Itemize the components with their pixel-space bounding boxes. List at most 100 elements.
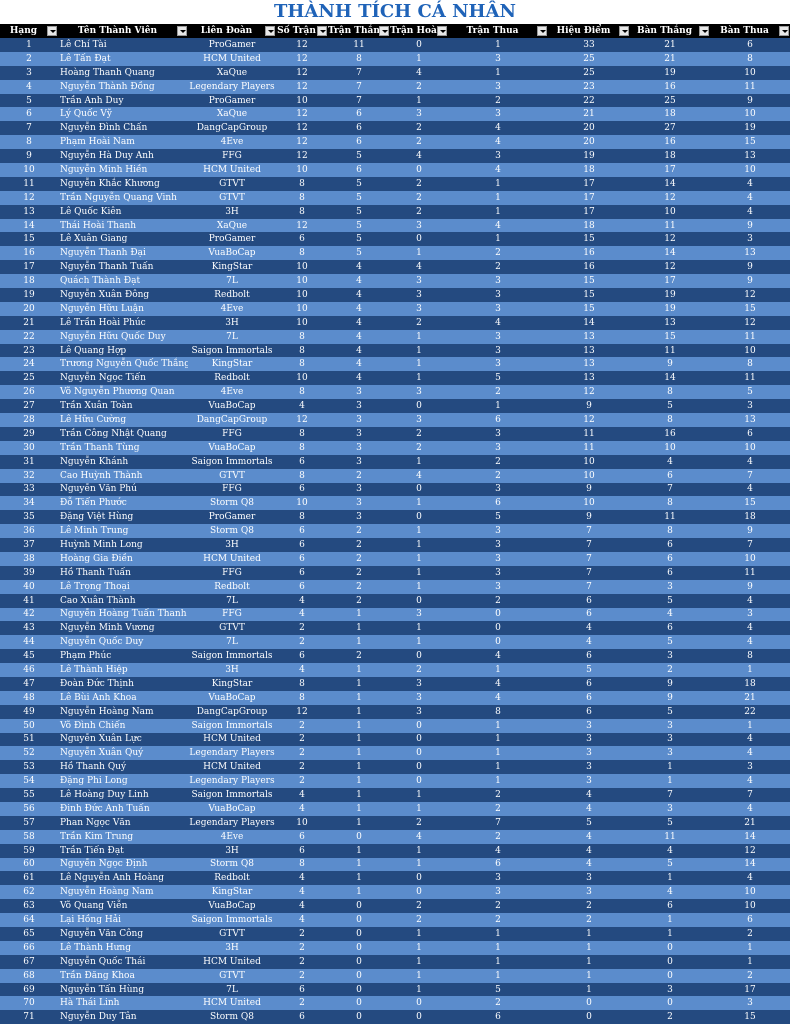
points-cell[interactable]: 4 [548, 788, 630, 802]
matches-cell[interactable]: 10 [276, 315, 328, 330]
wins-cell[interactable]: 1 [328, 885, 390, 900]
losses-cell[interactable]: 2 [448, 260, 548, 275]
points-cell[interactable]: 15 [548, 288, 630, 302]
goals-for-cell[interactable]: 5 [630, 815, 710, 830]
points-cell[interactable]: 7 [548, 565, 630, 580]
wins-cell[interactable]: 8 [328, 51, 390, 66]
points-cell[interactable]: 4 [548, 635, 630, 650]
league-cell[interactable]: DangCapGroup [188, 413, 276, 427]
goals-against-cell[interactable]: 21 [710, 815, 790, 830]
rank-cell[interactable]: 48 [0, 690, 58, 705]
points-cell[interactable]: 21 [548, 107, 630, 122]
rank-cell[interactable]: 25 [0, 371, 58, 386]
rank-cell[interactable]: 21 [0, 315, 58, 330]
draws-cell[interactable]: 0 [390, 399, 448, 414]
filter-dropdown-icon[interactable] [177, 26, 187, 36]
wins-cell[interactable]: 4 [328, 301, 390, 316]
goals-against-cell[interactable]: 14 [710, 829, 790, 844]
goals-against-cell[interactable]: 1 [710, 718, 790, 733]
matches-cell[interactable]: 10 [276, 288, 328, 302]
rank-cell[interactable]: 44 [0, 635, 58, 650]
league-cell[interactable]: Legendary Players [188, 815, 276, 830]
rank-cell[interactable]: 20 [0, 301, 58, 316]
matches-cell[interactable]: 8 [276, 690, 328, 705]
league-cell[interactable]: GTVT [188, 927, 276, 941]
draws-cell[interactable]: 2 [390, 315, 448, 330]
rank-cell[interactable]: 13 [0, 204, 58, 219]
matches-cell[interactable]: 8 [276, 468, 328, 483]
league-cell[interactable]: Storm Q8 [188, 1010, 276, 1024]
rank-cell[interactable]: 42 [0, 607, 58, 622]
league-cell[interactable]: GTVT [188, 468, 276, 483]
losses-cell[interactable]: 4 [448, 135, 548, 150]
points-cell[interactable]: 4 [548, 843, 630, 858]
goals-against-cell[interactable]: 4 [710, 801, 790, 816]
goals-for-cell[interactable]: 14 [630, 176, 710, 191]
rank-cell[interactable]: 58 [0, 829, 58, 844]
league-cell[interactable]: Saigon Immortals [188, 788, 276, 802]
losses-cell[interactable]: 4 [448, 843, 548, 858]
losses-cell[interactable]: 3 [448, 79, 548, 94]
goals-against-cell[interactable]: 3 [710, 996, 790, 1011]
name-cell[interactable]: Lê Minh Trung [58, 524, 188, 539]
goals-for-cell[interactable]: 12 [630, 190, 710, 205]
losses-cell[interactable]: 3 [448, 149, 548, 164]
goals-against-cell[interactable]: 10 [710, 899, 790, 914]
losses-cell[interactable]: 1 [448, 760, 548, 775]
draws-cell[interactable]: 1 [390, 51, 448, 66]
goals-for-cell[interactable]: 21 [630, 51, 710, 66]
rank-cell[interactable]: 70 [0, 996, 58, 1011]
points-cell[interactable]: 14 [548, 315, 630, 330]
name-cell[interactable]: Nguyễn Xuân Đông [58, 288, 188, 302]
points-cell[interactable]: 23 [548, 79, 630, 94]
goals-against-cell[interactable]: 8 [710, 357, 790, 372]
goals-for-cell[interactable]: 8 [630, 413, 710, 427]
losses-cell[interactable]: 1 [448, 38, 548, 52]
draws-cell[interactable]: 0 [390, 593, 448, 608]
matches-cell[interactable]: 4 [276, 399, 328, 414]
draws-cell[interactable]: 1 [390, 579, 448, 594]
wins-cell[interactable]: 2 [328, 649, 390, 664]
league-cell[interactable]: 7L [188, 329, 276, 344]
rank-cell[interactable]: 54 [0, 774, 58, 789]
wins-cell[interactable]: 5 [328, 204, 390, 219]
losses-cell[interactable]: 5 [448, 982, 548, 997]
goals-against-cell[interactable]: 4 [710, 746, 790, 761]
goals-against-cell[interactable]: 15 [710, 301, 790, 316]
wins-cell[interactable]: 1 [328, 704, 390, 719]
rank-cell[interactable]: 4 [0, 79, 58, 94]
rank-cell[interactable]: 56 [0, 801, 58, 816]
league-cell[interactable]: ProGamer [188, 93, 276, 108]
league-cell[interactable]: Saigon Immortals [188, 343, 276, 358]
wins-cell[interactable]: 4 [328, 343, 390, 358]
name-cell[interactable]: Lê Chí Tài [58, 38, 188, 52]
goals-against-cell[interactable]: 18 [710, 510, 790, 525]
goals-against-cell[interactable]: 4 [710, 176, 790, 191]
goals-for-cell[interactable]: 18 [630, 107, 710, 122]
goals-against-cell[interactable]: 13 [710, 149, 790, 164]
rank-cell[interactable]: 46 [0, 663, 58, 677]
goals-against-cell[interactable]: 12 [710, 315, 790, 330]
wins-cell[interactable]: 1 [328, 718, 390, 733]
wins-cell[interactable]: 5 [328, 218, 390, 233]
matches-cell[interactable]: 2 [276, 954, 328, 969]
points-cell[interactable]: 15 [548, 301, 630, 316]
losses-cell[interactable]: 0 [448, 635, 548, 650]
league-cell[interactable]: Legendary Players [188, 79, 276, 94]
losses-cell[interactable]: 1 [448, 232, 548, 247]
draws-cell[interactable]: 4 [390, 468, 448, 483]
league-cell[interactable]: 4Eve [188, 301, 276, 316]
matches-cell[interactable]: 6 [276, 482, 328, 497]
losses-cell[interactable]: 1 [448, 176, 548, 191]
matches-cell[interactable]: 8 [276, 676, 328, 691]
goals-for-cell[interactable]: 3 [630, 746, 710, 761]
goals-for-cell[interactable]: 8 [630, 496, 710, 511]
goals-for-cell[interactable]: 7 [630, 482, 710, 497]
goals-against-cell[interactable]: 1 [710, 940, 790, 955]
losses-cell[interactable]: 4 [448, 690, 548, 705]
goals-for-cell[interactable]: 3 [630, 649, 710, 664]
goals-against-cell[interactable]: 15 [710, 496, 790, 511]
league-cell[interactable]: 3H [188, 940, 276, 955]
goals-against-cell[interactable]: 6 [710, 38, 790, 52]
draws-cell[interactable]: 2 [390, 426, 448, 441]
